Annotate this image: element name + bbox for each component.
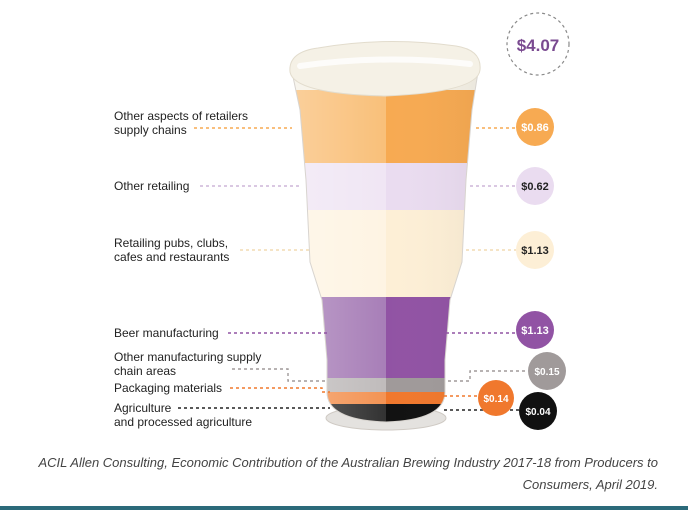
value-label-packaging: $0.14 [483, 394, 508, 405]
total-value-label: $4.07 [517, 36, 560, 55]
foam-head [289, 40, 481, 97]
value-label-agriculture: $0.04 [525, 407, 550, 418]
connector-other-manufacturing-left [232, 368, 326, 382]
value-badge-retailing-pubs [516, 231, 554, 269]
segment-label-other-manufacturing: Other manufacturing supply chain areas [114, 350, 262, 378]
value-label-other-retailing: $0.62 [521, 181, 549, 193]
value-badge-other-aspects-retailers [516, 108, 554, 146]
value-badge-beer-manufacturing [516, 311, 554, 349]
glass-outline [291, 71, 479, 423]
value-badge-agriculture [519, 392, 557, 430]
segment-label-agriculture: Agriculture and processed agriculture [114, 401, 253, 429]
beer-glass-chart: $4.07 $0.86 $0.62 $1.13 $1.13 $0.15 $0.14 $0.0… [178, 12, 570, 431]
connector-packaging-left [230, 387, 330, 393]
value-label-other-manufacturing: $0.15 [534, 367, 559, 378]
value-label-other-aspects-retailers: $0.86 [521, 122, 549, 134]
value-badge-other-retailing [516, 167, 554, 205]
segment-label-retailing-pubs: Retailing pubs, clubs, cafes and restaur… [114, 236, 230, 264]
value-badge-packaging [478, 380, 514, 416]
value-label-beer-manufacturing: $1.13 [521, 325, 549, 337]
total-badge [506, 12, 570, 76]
value-badge-other-manufacturing [528, 352, 566, 390]
segment-label-other-aspects-retailers: Other aspects of retailers supply chains [114, 109, 249, 137]
segment-label-other-retailing: Other retailing [114, 179, 190, 193]
connector-other-manufacturing-right [448, 370, 528, 382]
bottom-rule [0, 506, 688, 510]
segment-label-packaging: Packaging materials [114, 381, 223, 395]
segment-label-beer-manufacturing: Beer manufacturing [114, 326, 219, 340]
chart-caption: ACIL Allen Consulting, Economic Contribu… [38, 455, 658, 492]
value-label-retailing-pubs: $1.13 [521, 245, 549, 257]
foam-highlight [297, 56, 473, 69]
